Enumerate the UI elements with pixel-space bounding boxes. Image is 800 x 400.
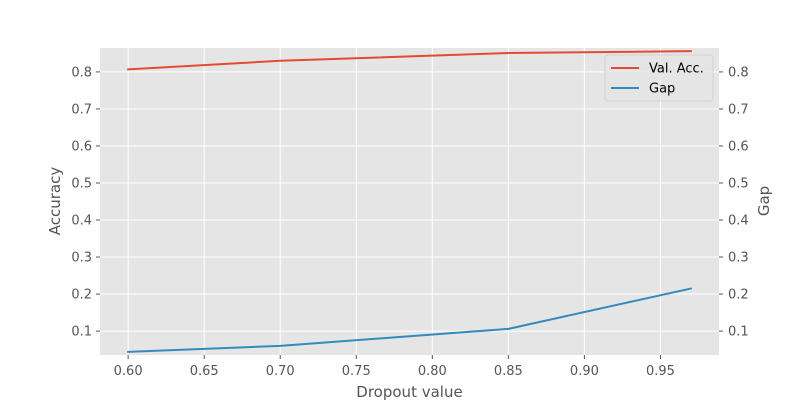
x-tick-label: 0.60 <box>114 364 143 379</box>
y2-tick-label: 0.8 <box>728 65 749 80</box>
y2-tick-label: 0.2 <box>728 288 749 303</box>
x-ticks: 0.60 0.65 0.70 0.75 0.80 0.85 0.90 0.95 <box>114 355 675 379</box>
x-tick-label: 0.85 <box>494 364 523 379</box>
y2-tick-label: 0.1 <box>728 325 749 340</box>
y2-tick-label: 0.6 <box>728 139 749 154</box>
x-tick-label: 0.65 <box>190 364 219 379</box>
series-line-val-acc <box>127 50 692 71</box>
y-tick-label: 0.5 <box>71 176 92 191</box>
y-tick-label: 0.7 <box>71 102 92 117</box>
y-ticks-left: 0.1 0.2 0.3 0.4 0.5 0.6 0.7 0.8 <box>71 65 100 340</box>
legend-label-gap: Gap <box>649 82 675 97</box>
y2-axis-label: Gap <box>755 186 773 216</box>
y-tick-label: 0.6 <box>71 139 92 154</box>
y-axis-label: Accuracy <box>46 167 64 236</box>
y2-tick-label: 0.7 <box>728 102 749 117</box>
legend-label-val-acc: Val. Acc. <box>649 62 704 77</box>
legend-box <box>604 54 714 102</box>
y2-tick-label: 0.5 <box>728 176 749 191</box>
x-tick-label: 0.90 <box>570 364 599 379</box>
y-tick-label: 0.3 <box>71 251 92 266</box>
x-tick-label: 0.70 <box>266 364 295 379</box>
y-ticks-right: 0.1 0.2 0.3 0.4 0.5 0.6 0.7 0.8 <box>719 65 749 340</box>
y-tick-label: 0.8 <box>71 65 92 80</box>
series-line-gap <box>127 287 693 353</box>
x-tick-label: 0.80 <box>418 364 447 379</box>
x-tick-label: 0.75 <box>342 364 371 379</box>
y-tick-label: 0.1 <box>71 325 92 340</box>
series-lines <box>127 50 693 353</box>
y2-tick-label: 0.3 <box>728 251 749 266</box>
x-axis-label: Dropout value <box>356 383 462 400</box>
y-tick-label: 0.4 <box>71 214 92 229</box>
y-tick-label: 0.2 <box>71 288 92 303</box>
x-tick-label: 0.95 <box>646 364 675 379</box>
legend: Val. Acc. Gap <box>604 54 714 102</box>
y2-tick-label: 0.4 <box>728 214 749 229</box>
